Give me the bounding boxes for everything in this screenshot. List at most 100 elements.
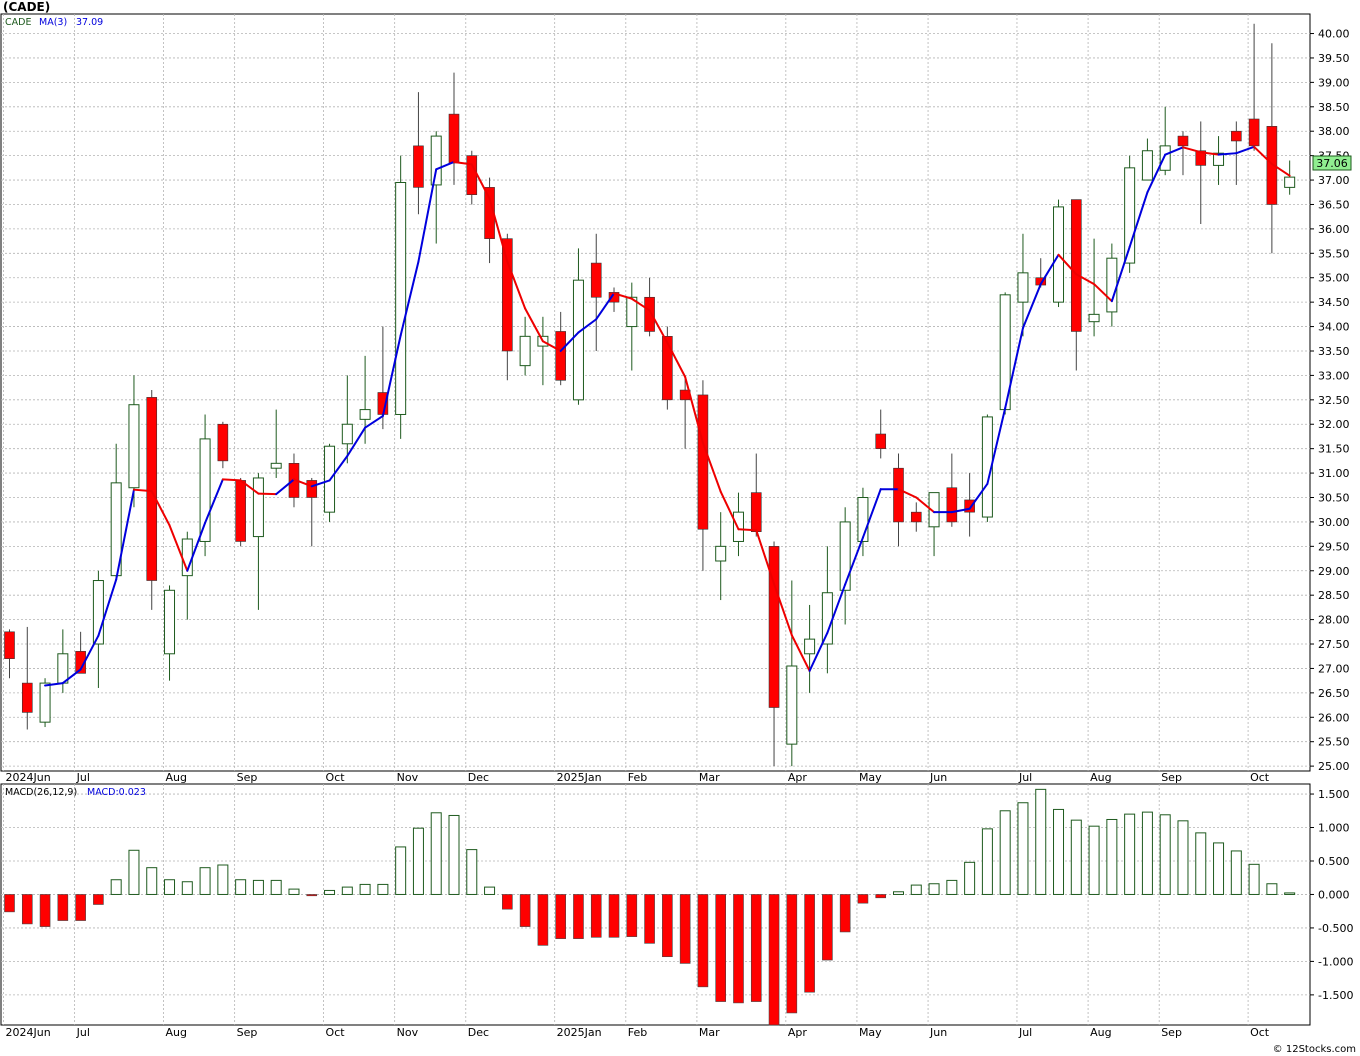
ma-line	[44, 145, 1291, 687]
candle-body	[839, 521, 851, 591]
macd-grid	[1, 784, 1310, 1025]
macd-bar-negative	[537, 894, 549, 946]
candle-body	[981, 416, 993, 518]
macd-bar-negative	[857, 894, 869, 904]
macd-bar-negative	[555, 894, 566, 939]
macd-bar-positive	[288, 888, 300, 895]
macd-bar-positive	[999, 810, 1011, 895]
candle-down	[217, 421, 229, 469]
candle-body	[1266, 126, 1278, 205]
candle-body	[146, 397, 158, 581]
macd-month-label: Aug	[166, 1026, 187, 1039]
ma-segment	[1039, 253, 1060, 286]
candle-down	[768, 541, 780, 767]
price-panel: 25.00 25.50 26.00 26.50 27.00 27.50 28.00 28.50…	[0, 0, 1352, 784]
macd-bar-positive	[1213, 842, 1225, 895]
ma-segment	[1093, 283, 1113, 303]
candle-body	[502, 238, 513, 352]
ma-segment	[595, 292, 616, 321]
ma-segment	[506, 260, 527, 310]
price-tick-label: 34.50	[1318, 296, 1350, 309]
macd-y-axis: -1.500 -1.000 -0.500 0.000 0.500 1.000 1.500	[1310, 788, 1353, 1002]
ma-segment	[435, 160, 455, 171]
candle-up	[199, 414, 211, 557]
price-month-label: 2024Jun	[6, 771, 51, 784]
candle-up	[324, 443, 336, 522]
candle-body	[626, 296, 638, 328]
candle-body	[964, 499, 975, 513]
price-tick-label: 27.00	[1318, 662, 1350, 675]
macd-tick-label: 0.000	[1318, 888, 1350, 901]
macd-month-label: Aug	[1090, 1026, 1111, 1039]
candle-body	[857, 497, 869, 542]
macd-bar-positive	[981, 828, 993, 895]
candle-down	[1071, 199, 1082, 371]
ma-segment	[684, 375, 704, 444]
candle-down	[413, 92, 424, 215]
ma-segment	[168, 524, 189, 572]
macd-tick-label: -0.500	[1318, 922, 1353, 935]
ma-segment	[524, 307, 544, 343]
ma-segment	[97, 578, 118, 637]
candle-up	[804, 604, 816, 693]
macd-bar-negative	[786, 894, 798, 1014]
macd-month-label: Sep	[1161, 1026, 1182, 1039]
candle-body	[910, 511, 922, 523]
macd-bar-positive	[893, 891, 904, 895]
candle-body	[75, 651, 86, 674]
ma-segment	[577, 318, 598, 334]
candle-body	[1106, 257, 1118, 313]
macd-bar-positive	[252, 879, 264, 895]
macd-bar-positive	[1088, 825, 1100, 895]
candle-up	[1159, 106, 1171, 176]
candle-body	[164, 589, 176, 655]
candle-body	[270, 462, 282, 469]
watermark: © 12Stocks.com	[1273, 1044, 1356, 1055]
price-tick-label: 35.00	[1318, 272, 1350, 285]
candle-body	[572, 279, 584, 401]
candle-up	[1124, 155, 1136, 273]
candle-body	[413, 145, 424, 188]
price-tick-label: 28.00	[1318, 614, 1350, 627]
price-tick-label: 32.00	[1318, 418, 1350, 431]
ma-segment	[1199, 151, 1220, 156]
macd-bar-positive	[324, 889, 336, 895]
candle-down	[697, 380, 709, 571]
ma-value: 37.09	[76, 17, 103, 28]
ma-segment	[275, 478, 295, 496]
macd-bar-negative	[519, 894, 531, 927]
macd-bar-positive	[235, 879, 247, 895]
macd-bar-positive	[110, 879, 122, 895]
ma-segment	[737, 528, 758, 532]
candle-up	[519, 316, 531, 376]
candle-up	[341, 375, 353, 464]
macd-month-label: Apr	[788, 1026, 808, 1039]
price-tick-label: 36.00	[1318, 223, 1350, 236]
candle-up	[1213, 136, 1225, 185]
macd-bar-negative	[679, 894, 691, 964]
macd-bar-negative	[608, 894, 620, 938]
candle-body	[1195, 150, 1207, 166]
candle-up	[128, 375, 140, 508]
last-price-badge: 37.06	[1312, 155, 1352, 171]
macd-bar-negative	[39, 894, 51, 927]
price-month-label: Dec	[468, 771, 489, 784]
ma-segment	[559, 331, 580, 352]
price-tick-label: 31.50	[1318, 443, 1350, 456]
ma-segment	[897, 488, 918, 499]
candle-body	[217, 423, 229, 462]
candle-body	[1088, 313, 1100, 323]
candle-up	[839, 507, 851, 625]
macd-bar-positive	[1195, 832, 1207, 895]
macd-bar-positive	[1053, 808, 1065, 895]
ma-segment	[150, 490, 171, 527]
ma-segment	[239, 479, 260, 495]
macd-tick-label: 1.500	[1318, 788, 1350, 801]
price-month-label: Apr	[788, 771, 808, 784]
macd-bar-positive	[1070, 819, 1082, 895]
price-tick-label: 25.00	[1318, 760, 1350, 773]
candle-up	[1017, 233, 1029, 337]
ma-segment	[1253, 145, 1273, 165]
ma-segment	[470, 163, 491, 200]
price-tick-label: 31.00	[1318, 467, 1350, 480]
